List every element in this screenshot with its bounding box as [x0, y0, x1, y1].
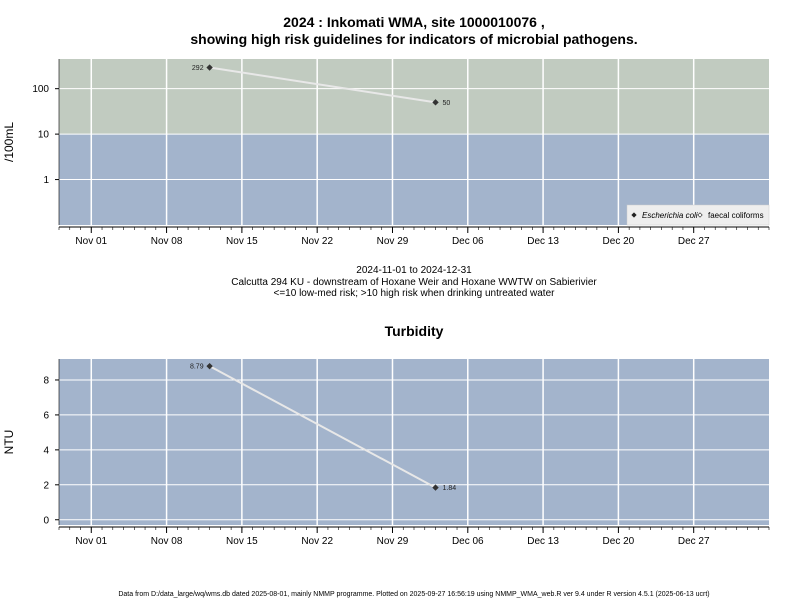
data-point	[206, 362, 213, 370]
x-tick-label: Dec 06	[452, 236, 484, 247]
y-axis-label: NTU	[2, 430, 16, 455]
x-tick-label: Nov 22	[301, 536, 333, 547]
x-tick-label: Dec 27	[678, 536, 710, 547]
x-tick-label: Dec 27	[678, 236, 710, 247]
y-tick-label: 100	[32, 84, 49, 95]
x-tick-label: Dec 13	[527, 236, 559, 247]
x-tick-label: Nov 08	[151, 536, 183, 547]
y-tick-label: 2	[43, 480, 49, 491]
data-point	[206, 64, 213, 71]
turbidity-panel: 0 2 4 6 8 Nov 01 Nov 08 Nov 15 Nov 22 Nov 29 Dec 0…	[2, 359, 770, 547]
series-line	[209, 66, 436, 104]
chart-title-line1: 2024 : Inkomati WMA, site 1000010076 ,	[283, 14, 544, 30]
y-tick-label: 1	[43, 175, 49, 186]
legend-label-ecoli: Escherichia coli	[642, 211, 698, 220]
x-tick-label: Dec 13	[527, 536, 559, 547]
data-label: 292	[192, 65, 204, 72]
x-tick-label: Nov 29	[377, 236, 409, 247]
x-tick-label: Nov 01	[75, 236, 107, 247]
x-tick-label: Nov 08	[151, 236, 183, 247]
data-point	[432, 484, 439, 491]
turbidity-title: Turbidity	[385, 323, 444, 339]
x-tick-label: Nov 01	[75, 536, 107, 547]
y-tick-label: 4	[43, 445, 49, 456]
x-tick-label: Dec 20	[603, 536, 635, 547]
microbial-panel: 1 10 100 Nov 01 Nov 08 Nov 15 Nov 22 Nov 29 Dec …	[2, 59, 770, 247]
risk-guideline-note: <=10 low-med risk; >10 high risk when dr…	[274, 288, 556, 299]
y-axis-label: /100mL	[2, 122, 16, 162]
x-tick-label: Dec 06	[452, 536, 484, 547]
y-tick-label: 10	[38, 130, 50, 141]
y-tick-label: 8	[43, 375, 49, 386]
legend-marker-ecoli	[631, 212, 637, 218]
series-line	[209, 365, 436, 489]
x-tick-label: Nov 29	[377, 536, 409, 547]
site-description: Calcutta 294 KU - downstream of Hoxane W…	[231, 277, 597, 288]
y-tick-label: 0	[43, 515, 49, 526]
y-tick-label: 6	[43, 410, 49, 421]
footer-note: Data from D:/data_large/wq/wms.db dated …	[118, 591, 709, 598]
risk-band-1	[59, 359, 769, 525]
x-tick-label: Nov 15	[226, 236, 258, 247]
chart-title-line2: showing high risk guidelines for indicat…	[190, 31, 637, 47]
data-label: 50	[443, 100, 451, 107]
date-range-label: 2024-11-01 to 2024-12-31	[356, 265, 472, 276]
x-tick-label: Dec 20	[603, 236, 635, 247]
data-label: 1.84	[443, 485, 457, 492]
legend-marker-faecal	[697, 212, 703, 218]
legend-label-faecal: faecal coliforms	[708, 211, 764, 220]
x-tick-label: Nov 22	[301, 236, 333, 247]
risk-band-2	[59, 59, 769, 135]
x-tick-label: Nov 15	[226, 536, 258, 547]
data-point	[432, 99, 439, 106]
data-label: 8.79	[190, 364, 204, 371]
